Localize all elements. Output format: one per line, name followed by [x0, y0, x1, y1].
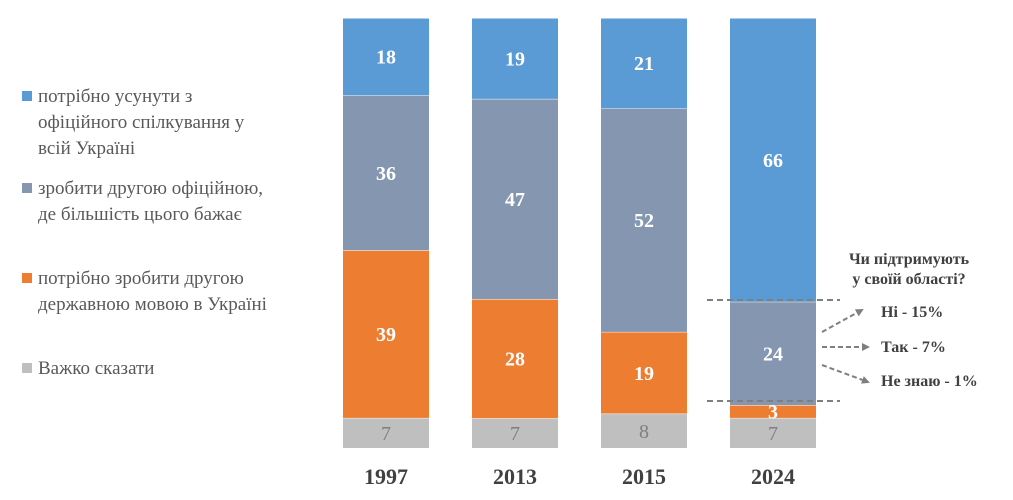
- annotation-group: Чи підтримують у своїй області? Ні - 15%…: [707, 251, 978, 402]
- bar-segment-2015-2: [601, 108, 687, 332]
- arrow-no: [821, 309, 864, 333]
- x-tick-label-2015: 2015: [622, 464, 666, 489]
- legend-item-second-official: зробити другою офіційною, де більшість ц…: [22, 176, 263, 228]
- bar-value-label-2024-1: 3: [768, 401, 778, 423]
- legend-label: Важко сказати: [38, 358, 155, 379]
- bar-segment-2015-0: [601, 413, 687, 448]
- bar-segment-2024-0: [730, 417, 816, 448]
- bar-value-label-1997-1: 39: [376, 324, 396, 346]
- bar-value-label-2013-0: 7: [510, 423, 520, 445]
- bar-segment-1997-1: [343, 250, 429, 418]
- bar-segment-2024-3: [730, 18, 816, 302]
- bar-value-label-2015-1: 19: [634, 363, 654, 385]
- annotation-title-line-1: Чи підтримують: [849, 251, 970, 268]
- bars-group: [343, 17, 816, 448]
- legend-swatch-slate: [22, 183, 32, 193]
- bar-value-label-2015-2: 52: [634, 210, 654, 232]
- legend-swatch-grey: [22, 363, 32, 373]
- bar-segment-2013-3: [472, 18, 558, 99]
- bar-value-label-1997-2: 36: [376, 163, 396, 185]
- legend-label: потрібно зробити другою державною мовою …: [38, 268, 267, 315]
- bar-segment-2024-1: [730, 405, 816, 418]
- bar-segment-2013-0: [472, 418, 558, 448]
- legend-label: зробити другою офіційною, де більшість ц…: [38, 178, 264, 225]
- bar-value-label-1997-3: 18: [376, 47, 396, 69]
- legend-swatch-blue: [22, 91, 32, 101]
- legend-item-hard-to-say: Важко сказати: [22, 356, 154, 382]
- bar-segment-1997-0: [343, 417, 429, 448]
- bar-value-label-2024-3: 66: [763, 150, 783, 172]
- bar-segment-2013-2: [472, 98, 558, 299]
- bar-value-label-2024-2: 24: [763, 343, 783, 365]
- legend-item-remove: потрібно усунути з офіційного спілкуванн…: [22, 84, 244, 162]
- legend-item-second-state: потрібно зробити другою державною мовою …: [22, 266, 267, 318]
- bar-segment-1997-2: [343, 95, 429, 251]
- annotation-item-no: Ні - 15%: [881, 304, 943, 321]
- bar-value-label-2013-3: 19: [505, 48, 525, 70]
- x-tick-label-1997: 1997: [364, 464, 408, 489]
- bar-segment-2013-1: [472, 298, 558, 419]
- bar-segment-2015-3: [601, 18, 687, 109]
- arrow-dont-know: [821, 364, 870, 384]
- bar-segment-2024-2: [730, 301, 816, 405]
- x-tick-label-2024: 2024: [751, 464, 795, 489]
- bar-segment-2015-1: [601, 331, 687, 414]
- x-tick-label-2013: 2013: [493, 464, 537, 489]
- bar-segment-1997-3: [343, 18, 429, 96]
- bar-value-label-2013-1: 28: [505, 349, 525, 371]
- annotation-title-line-2: у своїй області?: [852, 271, 965, 288]
- bar-value-label-2024-0: 7: [768, 423, 778, 445]
- annotation-item-dont-know: Не знаю - 1%: [881, 373, 978, 390]
- year-labels-group: 1997 2013 2015 2024: [364, 464, 795, 489]
- legend-label: потрібно усунути з офіційного спілкуванн…: [38, 86, 245, 159]
- bar-value-label-2013-2: 47: [505, 189, 525, 211]
- bar-value-label-2015-3: 21: [634, 53, 654, 75]
- annotation-item-yes: Так - 7%: [881, 339, 946, 356]
- legend-swatch-orange: [22, 273, 32, 283]
- bar-value-label-1997-0: 7: [381, 423, 391, 445]
- bar-value-label-2015-0: 8: [639, 421, 649, 443]
